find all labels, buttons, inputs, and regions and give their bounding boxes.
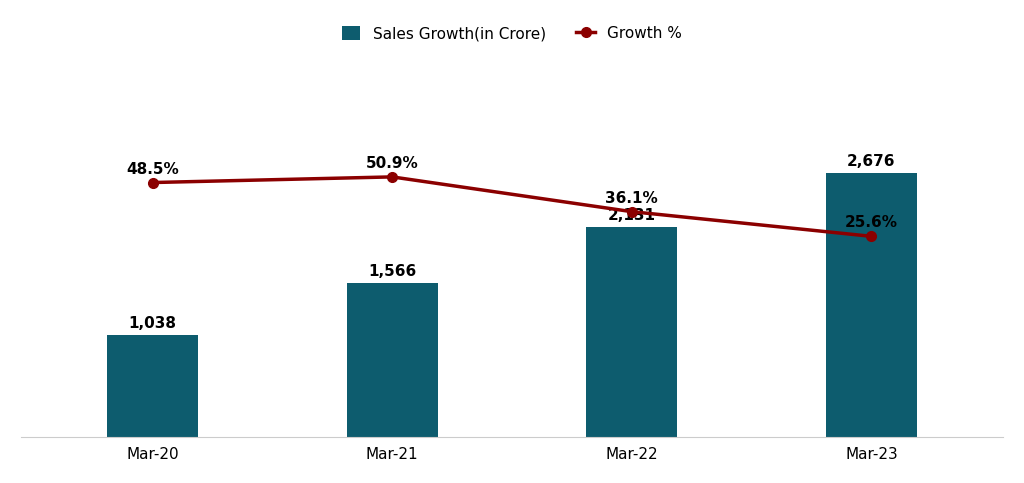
Growth % [386,174,398,180]
Growth % [146,180,159,185]
Legend: Sales Growth(in Crore), Growth %: Sales Growth(in Crore), Growth % [336,20,688,48]
Bar [347,283,437,438]
Text: 25.6%: 25.6% [845,215,898,230]
Text: 48.5%: 48.5% [126,162,179,177]
Text: 36.1%: 36.1% [605,191,658,206]
Text: 2,131: 2,131 [608,208,655,223]
Line: Growth %: Growth % [147,172,877,241]
Growth % [626,209,638,214]
Growth % [865,233,878,239]
Text: 2,676: 2,676 [847,154,896,169]
Text: 50.9%: 50.9% [366,156,419,171]
Text: 1,038: 1,038 [129,316,176,331]
Text: 1,566: 1,566 [368,264,417,279]
Bar [587,227,677,438]
Bar [826,173,916,438]
Bar [108,335,198,438]
